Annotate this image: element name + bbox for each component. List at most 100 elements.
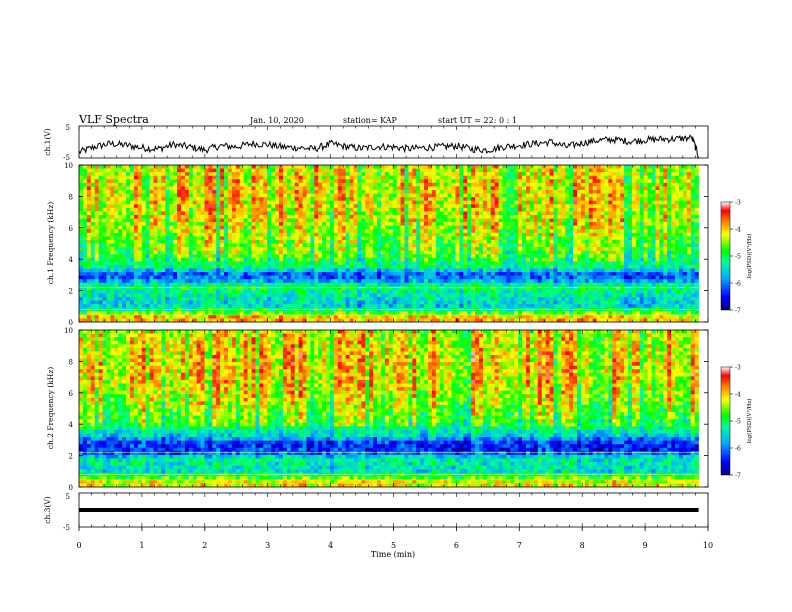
spectrogram-cell [129, 175, 135, 180]
spectrogram-cell [471, 229, 476, 234]
spectrogram-cell [494, 175, 499, 180]
spectrogram-cell [86, 304, 92, 309]
spectrogram-cell [471, 222, 476, 226]
spectrogram-cell [141, 179, 146, 184]
spectrogram-cell [106, 225, 111, 230]
spectrogram-cell [161, 222, 166, 226]
spectrogram-cell [169, 261, 174, 266]
spectrogram-cell [392, 222, 397, 226]
spectrogram-cell [290, 172, 295, 177]
spectrogram-cell [220, 172, 225, 177]
spectrogram-cell [282, 229, 288, 234]
spectrogram-cell [459, 250, 464, 255]
spectrogram-cell [259, 165, 264, 169]
spectrogram-cell [482, 247, 488, 251]
spectrogram-cell [498, 236, 503, 241]
spectrogram-cell [486, 272, 492, 276]
spectrogram-cell [518, 272, 523, 276]
spectrogram-cell [365, 172, 370, 177]
spectrogram-cell [314, 304, 319, 309]
spectrogram-cell [200, 314, 205, 319]
spectrogram-cell [94, 286, 99, 291]
spectrogram-cell [463, 200, 468, 205]
spectrogram-cell [451, 168, 456, 173]
spectrogram-cell [106, 165, 111, 169]
spectrogram-cell [506, 211, 511, 216]
spectrogram-cell [431, 311, 437, 316]
spectrogram-cell [400, 243, 405, 248]
spectrogram-cell [239, 200, 244, 205]
spectrogram-cell [271, 211, 276, 216]
spectrogram-cell [310, 257, 315, 262]
spectrogram-cell [247, 218, 252, 223]
spectrogram-cell [428, 229, 433, 234]
spectrogram-cell [239, 254, 244, 259]
spectrogram-cell [502, 211, 507, 216]
spectrogram-cell [141, 172, 146, 177]
spectrogram-cell [471, 211, 476, 216]
spectrogram-cell [361, 293, 366, 298]
spectrogram-cell [369, 204, 374, 209]
spectrogram-cell [251, 207, 256, 212]
spectrogram-cell [196, 264, 201, 269]
spectrogram-cell [79, 200, 84, 205]
spectrogram-cell [208, 225, 213, 230]
spectrogram-cell [333, 318, 339, 323]
spectrogram-cell [290, 264, 295, 269]
spectrogram-cell [114, 243, 119, 248]
spectrogram-cell [333, 247, 339, 251]
spectrogram-cell [420, 193, 425, 198]
spectrogram-cell [510, 229, 515, 234]
spectrogram-cell [412, 207, 417, 212]
spectrogram-cell [341, 247, 346, 251]
spectrogram-cell [373, 272, 378, 276]
spectrogram-cell [188, 214, 194, 219]
spectrogram-cell [467, 311, 472, 316]
spectrogram-cell [357, 172, 362, 177]
spectrogram-cell [82, 247, 88, 251]
spectrogram-cell [467, 268, 472, 273]
spectrogram-cell [255, 236, 260, 241]
spectrogram-cell [271, 239, 276, 244]
spectrogram-cell [286, 293, 292, 298]
spectrogram-cell [471, 297, 476, 301]
spectrogram-cell [408, 311, 413, 316]
spectrogram-cell [428, 286, 433, 291]
spectrogram-cell [322, 275, 327, 280]
spectrogram-cell [443, 297, 448, 301]
spectrogram-cell [443, 165, 448, 169]
spectrogram-cell [486, 286, 492, 291]
spectrogram-cell [86, 222, 92, 226]
spectrogram-cell [220, 247, 225, 251]
spectrogram-cell [408, 236, 413, 241]
spectrogram-cell [467, 186, 472, 191]
spectrogram-cell [102, 247, 107, 251]
spectrogram-cell [416, 286, 421, 291]
spectrogram-cell [118, 172, 123, 177]
spectrogram-cell [412, 193, 417, 198]
spectrogram-cell [506, 289, 511, 294]
spectrogram-cell [443, 311, 448, 316]
spectrogram-cell [184, 286, 190, 291]
spectrogram-cell [208, 257, 213, 262]
spectrogram-cell [392, 179, 397, 184]
spectrogram-cell [420, 172, 425, 177]
spectrogram-cell [392, 257, 397, 262]
spectrogram-cell [353, 297, 358, 301]
spectrogram-cell [110, 275, 115, 280]
spectrogram-cell [463, 286, 468, 291]
spectrogram-cell [412, 168, 417, 173]
spectrogram-cell [314, 229, 319, 234]
spectrogram-cell [231, 264, 237, 269]
spectrogram-cell [118, 200, 123, 205]
spectrogram-cell [188, 272, 194, 276]
spectrogram-cell [173, 172, 178, 177]
spectrogram-cell [510, 264, 515, 269]
spectrogram-cell [439, 314, 444, 319]
spectrogram-cell [228, 207, 233, 212]
spectrogram-cell [173, 243, 178, 248]
spectrogram-cell [79, 204, 84, 209]
spectrogram-cell [329, 257, 335, 262]
spectrogram-cell [212, 225, 217, 230]
spectrogram-cell [510, 261, 515, 266]
